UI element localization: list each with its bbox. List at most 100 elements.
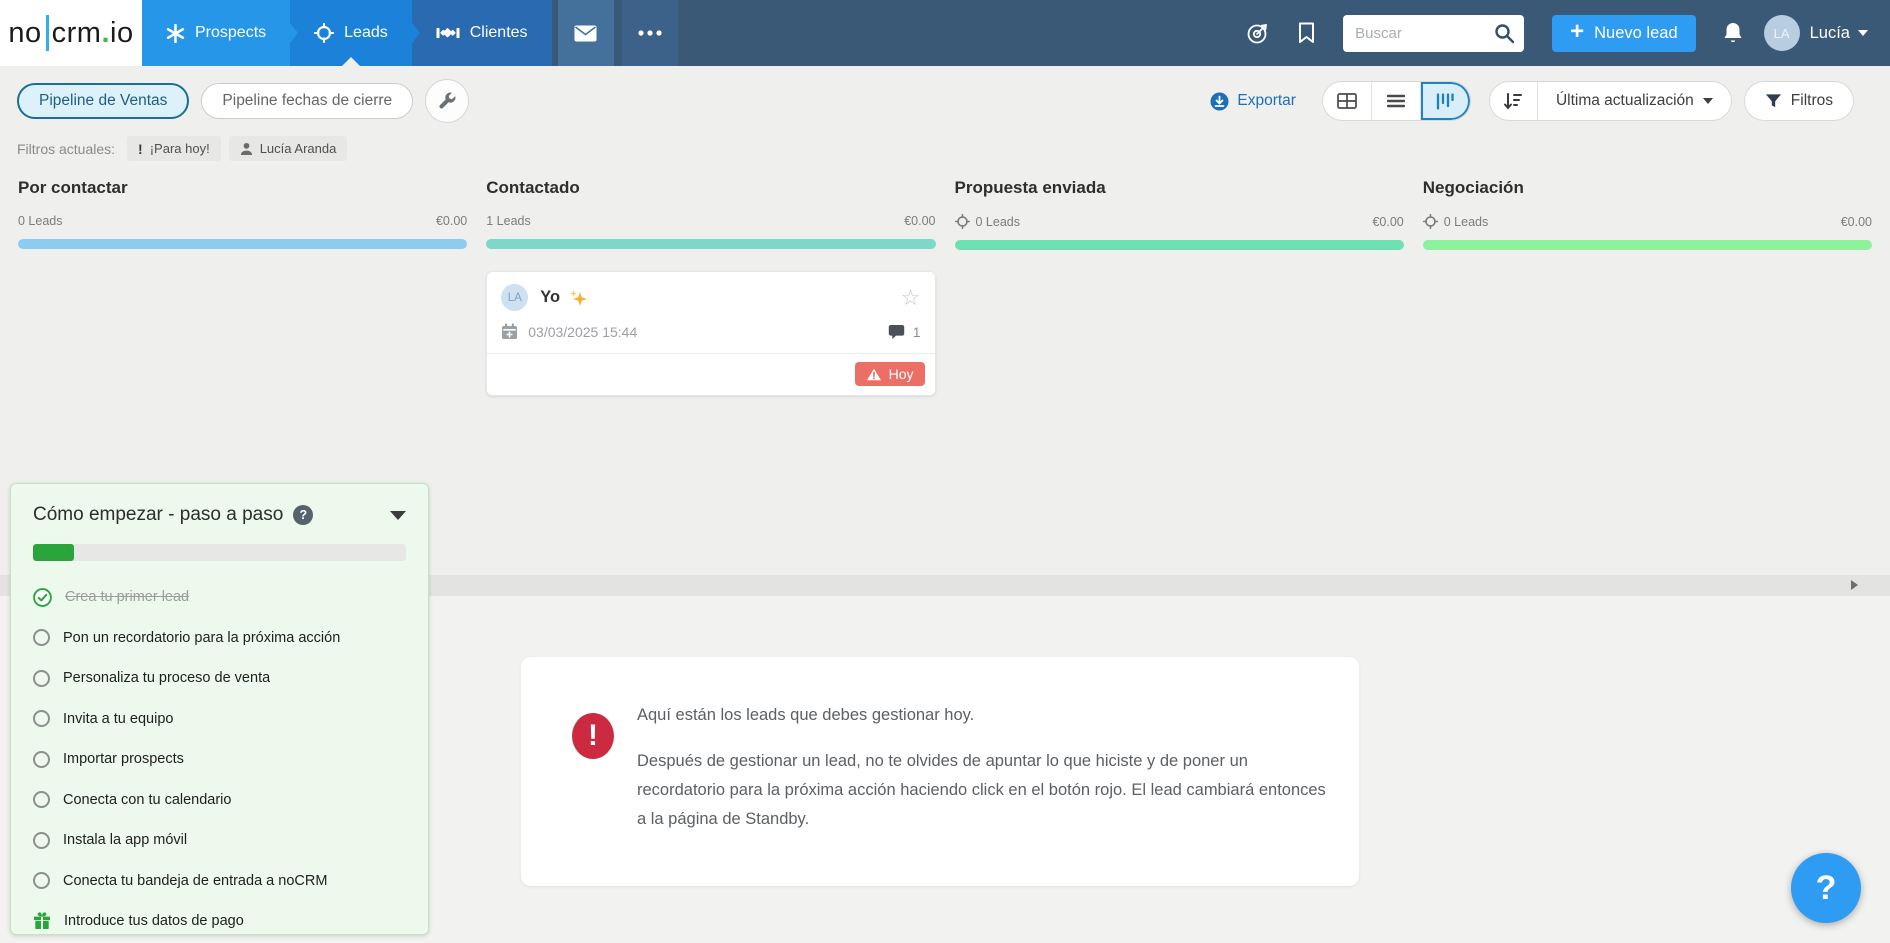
- lead-card-header: LA Yo ☆: [487, 272, 934, 317]
- sort-control: Última actualización: [1488, 81, 1732, 121]
- column-lead-count-label: 0 Leads: [1443, 214, 1489, 229]
- help-fab-button[interactable]: ?: [1791, 853, 1861, 923]
- user-name-label: Lucía: [1809, 23, 1850, 42]
- due-today-badge[interactable]: Hoy: [854, 362, 925, 386]
- tab-prospects[interactable]: Prospects: [142, 0, 291, 66]
- step-label: Invita a tu equipo: [63, 710, 174, 727]
- onboarding-step-import-prospects[interactable]: Importar prospects: [33, 739, 406, 780]
- info-message-text: Aquí están los leads que debes gestionar…: [637, 701, 1327, 834]
- tab-clientes-label: Clientes: [469, 24, 528, 41]
- bookmark-icon[interactable]: [1298, 22, 1315, 44]
- nav-more-menu[interactable]: [621, 0, 678, 66]
- view-list-button[interactable]: [1372, 82, 1421, 120]
- onboarding-header[interactable]: Cómo empezar - paso a paso ?: [33, 504, 406, 526]
- sparkles-icon: [568, 288, 588, 308]
- onboarding-progress-track: [33, 544, 406, 561]
- pipeline-settings-button[interactable]: [425, 79, 470, 123]
- search-input[interactable]: [1343, 14, 1525, 52]
- notifications-bell-icon[interactable]: [1722, 21, 1744, 45]
- envelope-icon: [574, 25, 597, 41]
- column-lead-count: 0 Leads: [1422, 214, 1489, 229]
- nav-right-cluster: + Nuevo lead LA Lucía: [1246, 0, 1890, 66]
- scroll-right-arrow-icon[interactable]: [1851, 580, 1858, 590]
- funnel-icon: [1765, 94, 1781, 108]
- onboarding-step-invite-team[interactable]: Invita a tu equipo: [33, 699, 406, 740]
- onboarding-step-create-lead[interactable]: Crea tu primer lead: [33, 577, 406, 618]
- export-button[interactable]: Exportar: [1210, 92, 1296, 111]
- view-kanban-button[interactable]: [1420, 82, 1470, 120]
- table-view-icon: [1337, 93, 1357, 109]
- kanban-column-propuesta-enviada: Propuesta enviada 0 Leads €0.00: [954, 178, 1404, 396]
- person-icon: [240, 142, 252, 155]
- target-icon: [1422, 214, 1438, 229]
- onboarding-step-payment-details[interactable]: Introduce tus datos de pago: [33, 901, 406, 942]
- nocrm-logo[interactable]: no crm. io: [0, 0, 142, 66]
- leads-target-icon: [314, 23, 335, 43]
- kanban-column-contactado: Contactado 1 Leads €0.00 LA Yo ☆ 03: [486, 178, 936, 396]
- onboarding-step-reminder[interactable]: Pon un recordatorio para la próxima acci…: [33, 618, 406, 659]
- view-table-button[interactable]: [1323, 82, 1372, 120]
- plus-icon: +: [1570, 18, 1585, 45]
- lead-card-footer: Hoy: [487, 353, 935, 395]
- onboarding-step-install-app[interactable]: Instala la app móvil: [33, 820, 406, 861]
- onboarding-panel: Cómo empezar - paso a paso ? Crea tu pri…: [10, 483, 429, 935]
- collapse-chevron-icon[interactable]: [390, 510, 406, 520]
- top-nav: no crm. io Prospects Leads Clientes: [0, 0, 1890, 66]
- toolbar-right-cluster: Exportar Última actualización: [1210, 81, 1854, 121]
- new-lead-label: Nuevo lead: [1594, 23, 1678, 42]
- lead-card-meta: 03/03/2025 15:44 1: [487, 317, 934, 353]
- filter-chip-user[interactable]: Lucía Aranda: [228, 136, 348, 161]
- user-menu[interactable]: Lucía: [1810, 24, 1868, 43]
- ellipsis-icon: [637, 30, 662, 36]
- gift-icon: [34, 912, 50, 930]
- active-tab-marker: [341, 57, 360, 66]
- column-amount: €0.00: [904, 214, 936, 228]
- lead-avatar-initials: LA: [507, 291, 522, 304]
- pipeline-tab-ventas[interactable]: Pipeline de Ventas: [17, 83, 190, 119]
- step-label: Conecta con tu calendario: [63, 791, 232, 808]
- tab-leads[interactable]: Leads: [290, 0, 412, 66]
- avatar-initials: LA: [1773, 25, 1790, 41]
- radio-circle-icon: [33, 669, 50, 687]
- column-lead-count: 0 Leads: [18, 214, 63, 228]
- lead-comments[interactable]: 1: [888, 324, 921, 340]
- lead-card[interactable]: LA Yo ☆ 03/03/2025 15:44 1: [486, 271, 936, 396]
- user-avatar[interactable]: LA: [1763, 15, 1800, 51]
- step-label: Instala la app móvil: [63, 832, 188, 849]
- search-icon[interactable]: [1494, 23, 1515, 49]
- check-circle-icon: [33, 587, 52, 607]
- sort-field-label: Última actualización: [1555, 92, 1694, 109]
- logo-divider: [45, 15, 49, 51]
- onboarding-step-connect-calendar[interactable]: Conecta con tu calendario: [33, 780, 406, 821]
- onboarding-checklist: Crea tu primer lead Pon un recordatorio …: [33, 577, 406, 942]
- filter-chip-para-hoy[interactable]: ! ¡Para hoy!: [127, 136, 221, 161]
- radio-circle-icon: [33, 831, 50, 849]
- nav-mail-tab[interactable]: [557, 0, 614, 66]
- new-lead-button[interactable]: + Nuevo lead: [1552, 14, 1696, 52]
- sort-direction-button[interactable]: [1490, 82, 1538, 120]
- logo-text-io: io: [110, 16, 134, 49]
- step-label: Introduce tus datos de pago: [64, 913, 244, 930]
- pipeline-tab-fechas-cierre[interactable]: Pipeline fechas de cierre: [201, 83, 414, 119]
- badge-label: Hoy: [888, 366, 914, 382]
- sort-field-dropdown[interactable]: Última actualización: [1538, 92, 1731, 110]
- tab-clientes[interactable]: Clientes: [411, 0, 552, 66]
- onboarding-step-connect-inbox[interactable]: Conecta tu bandeja de entrada a noCRM: [33, 861, 406, 902]
- tab-leads-label: Leads: [344, 24, 388, 41]
- help-circle-icon[interactable]: ?: [293, 505, 314, 525]
- export-download-icon: [1210, 92, 1229, 110]
- onboarding-step-customize-process[interactable]: Personaliza tu proceso de venta: [33, 658, 406, 699]
- column-lead-count: 0 Leads: [954, 214, 1020, 229]
- pipeline-toolbar: Pipeline de Ventas Pipeline fechas de ci…: [0, 66, 1890, 136]
- column-progress-bar: [486, 239, 936, 249]
- alert-exclamation-icon: !: [572, 713, 614, 759]
- star-icon[interactable]: ☆: [900, 284, 921, 310]
- goals-dartboard-icon[interactable]: [1246, 21, 1270, 45]
- horizontal-scrollbar[interactable]: [0, 575, 1890, 596]
- kanban-column-por-contactar: Por contactar 0 Leads €0.00: [18, 178, 468, 396]
- column-amount: €0.00: [435, 214, 468, 228]
- active-filters-row: Filtros actuales: ! ¡Para hoy! Lucía Ara…: [17, 136, 348, 161]
- list-view-icon: [1386, 94, 1405, 108]
- filters-button[interactable]: Filtros: [1743, 81, 1854, 121]
